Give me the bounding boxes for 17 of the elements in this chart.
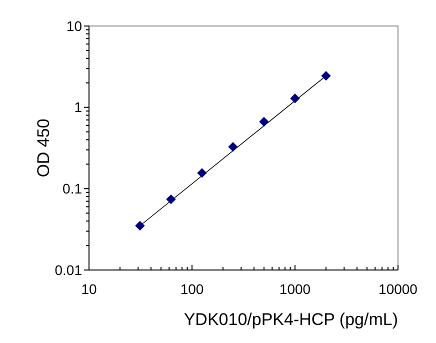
x-tick-label: 10000: [378, 281, 418, 297]
y-tick-label: 1: [74, 99, 82, 116]
x-axis-title: YDK010/pPK4-HCP (pg/mL): [184, 310, 398, 329]
point: [321, 70, 331, 81]
y-tick-label: 0.1: [62, 180, 82, 197]
y-axis-title: OD 450: [34, 118, 53, 178]
x-tick-label: 1000: [279, 281, 311, 297]
point: [290, 93, 300, 104]
point: [259, 116, 269, 127]
x-tick-label: 100: [180, 281, 204, 297]
point: [228, 142, 238, 152]
y-tick-label: 0.01: [54, 262, 82, 278]
point: [166, 194, 176, 204]
y-tick-label: 10: [66, 18, 82, 34]
point: [135, 220, 145, 231]
point: [197, 168, 207, 178]
x-tick-label: 10: [81, 281, 97, 297]
